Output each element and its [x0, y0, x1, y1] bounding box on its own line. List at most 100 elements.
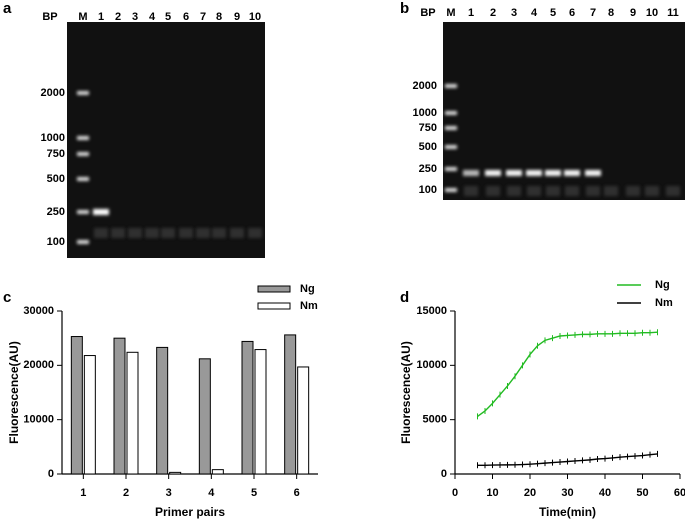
lane-label: 10 [646, 7, 658, 19]
smear [179, 228, 193, 238]
bar [83, 355, 96, 475]
y-tick-label: 0 [48, 468, 54, 480]
legend-label: Ng [300, 283, 315, 295]
marker-label: 750 [419, 122, 437, 134]
legend-swatch [257, 302, 291, 310]
dna-band [506, 170, 522, 176]
marker-label: 2000 [41, 87, 65, 99]
panel-label: c [3, 289, 11, 306]
dna-band [585, 170, 601, 176]
ladder-band [445, 167, 457, 171]
x-tick-label: 1 [80, 487, 86, 499]
legend-swatch [257, 285, 291, 293]
lane-label: 6 [569, 7, 575, 19]
smear [161, 228, 175, 238]
smear [546, 186, 560, 196]
marker-label: 250 [47, 206, 65, 218]
ladder-band [77, 240, 89, 244]
smear [604, 186, 618, 196]
bar [156, 346, 169, 475]
legend-label: Nm [300, 300, 318, 312]
lane-label: 2 [490, 7, 496, 19]
x-tick-label: 60 [674, 487, 685, 499]
ladder-band [77, 177, 89, 181]
x-tick-label: 40 [599, 487, 611, 499]
smear [196, 228, 210, 238]
legend-label: Nm [655, 297, 673, 309]
smear [507, 186, 521, 196]
marker-label: 500 [47, 173, 65, 185]
bar [297, 366, 310, 475]
lane-label: M [446, 7, 455, 19]
dna-band [564, 170, 580, 176]
x-tick-label: 50 [636, 487, 648, 499]
ladder-band [445, 126, 457, 130]
y-tick-label: 20000 [23, 359, 54, 371]
marker-label: 250 [419, 163, 437, 175]
x-tick-label: 30 [561, 487, 573, 499]
smear [565, 186, 579, 196]
marker-label: 100 [47, 236, 65, 248]
x-tick-label: 5 [251, 487, 257, 499]
smear [586, 186, 600, 196]
smear [486, 186, 500, 196]
smear [145, 228, 159, 238]
lane-label: 4 [531, 7, 538, 19]
y-axis-label: Fluorescence(AU) [7, 341, 21, 444]
marker-label: 500 [419, 141, 437, 153]
smear [464, 186, 478, 196]
smear [128, 228, 142, 238]
lane-label: 7 [590, 7, 596, 19]
dna-band [526, 170, 542, 176]
y-tick-label: 0 [441, 468, 447, 480]
smear [645, 186, 659, 196]
bp-label: BP [42, 11, 57, 23]
lane-label: 10 [249, 11, 261, 23]
lane-label: 1 [98, 11, 104, 23]
lane-label: 8 [216, 11, 222, 23]
lane-label: 9 [234, 11, 240, 23]
x-axis-label: Primer pairs [155, 505, 225, 519]
dna-band [463, 170, 479, 176]
x-tick-label: 6 [294, 487, 300, 499]
dna-band [93, 209, 109, 215]
x-tick-label: 4 [208, 487, 215, 499]
bar [241, 340, 254, 475]
marker-label: 100 [419, 184, 437, 196]
y-axis-label: Fluorescence(AU) [399, 341, 413, 444]
smear [666, 186, 680, 196]
bar [254, 349, 267, 475]
bar [211, 469, 224, 475]
panel-label: a [3, 0, 12, 17]
bar [169, 471, 182, 475]
x-tick-label: 10 [486, 487, 498, 499]
lane-label: 9 [630, 7, 636, 19]
x-tick-label: 0 [452, 487, 458, 499]
y-tick-label: 30000 [23, 305, 54, 317]
y-tick-label: 5000 [423, 414, 447, 426]
lane-label: 1 [468, 7, 474, 19]
gel-image [67, 22, 265, 258]
bar [198, 358, 211, 475]
bp-label: BP [420, 7, 435, 19]
x-tick-label: 20 [524, 487, 536, 499]
dna-band [545, 170, 561, 176]
ladder-band [77, 152, 89, 156]
marker-label: 750 [47, 148, 65, 160]
lane-label: 11 [667, 7, 679, 19]
lane-label: 6 [183, 11, 189, 23]
lane-label: 7 [200, 11, 206, 23]
marker-label: 1000 [413, 107, 437, 119]
lane-label: 2 [115, 11, 121, 23]
legend-label: Ng [655, 279, 670, 291]
smear [626, 186, 640, 196]
smear [94, 228, 108, 238]
ladder-band [77, 91, 89, 95]
ladder-band [445, 111, 457, 115]
lane-label: 5 [165, 11, 171, 23]
smear [248, 228, 262, 238]
ladder-band [445, 145, 457, 149]
smear [230, 228, 244, 238]
bar [113, 337, 126, 475]
